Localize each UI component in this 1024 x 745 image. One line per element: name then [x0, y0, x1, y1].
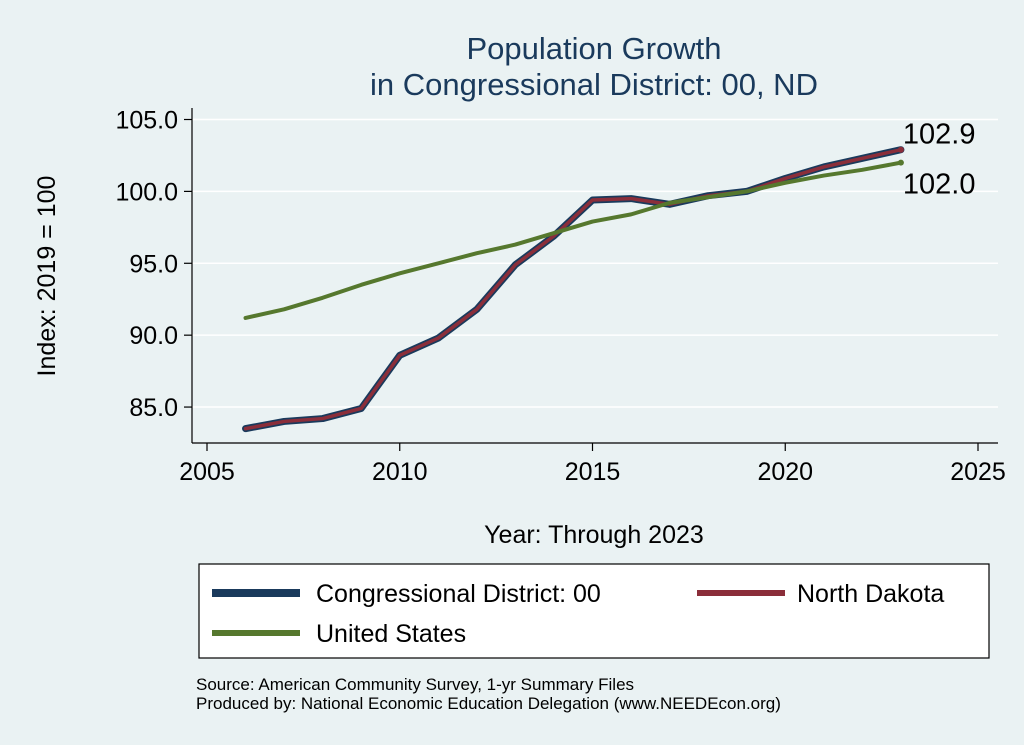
source-note: Source: American Community Survey, 1-yr … [196, 675, 634, 694]
x-tick-label: 2020 [757, 458, 813, 486]
x-tick-label: 2015 [565, 458, 621, 486]
legend-label-1: North Dakota [797, 580, 944, 608]
x-tick-label: 2010 [372, 458, 428, 486]
legend: Congressional District: 00 North Dakota Un… [199, 564, 989, 658]
chart-title-line-2: in Congressional District: 00, ND [370, 67, 818, 102]
y-tick-label: 100.0 [115, 178, 178, 206]
end-point-2 [898, 160, 904, 166]
chart-title-line-1: Population Growth [466, 31, 721, 66]
end-label-district: 102.9 [903, 119, 976, 151]
y-tick-label: 95.0 [129, 250, 178, 278]
y-tick-label: 105.0 [115, 107, 178, 135]
y-tick-label: 90.0 [129, 322, 178, 350]
end-label-us: 102.0 [903, 169, 976, 201]
y-axis-label: Index: 2019 = 100 [33, 176, 61, 377]
produced-by-note: Produced by: National Economic Education… [196, 694, 781, 713]
x-tick-label: 2025 [950, 458, 1006, 486]
x-axis-label: Year: Through 2023 [484, 521, 704, 549]
x-tick-label: 2005 [179, 458, 235, 486]
legend-label-0: Congressional District: 00 [316, 580, 601, 608]
y-tick-label: 85.0 [129, 394, 178, 422]
legend-label-2: United States [316, 620, 466, 648]
